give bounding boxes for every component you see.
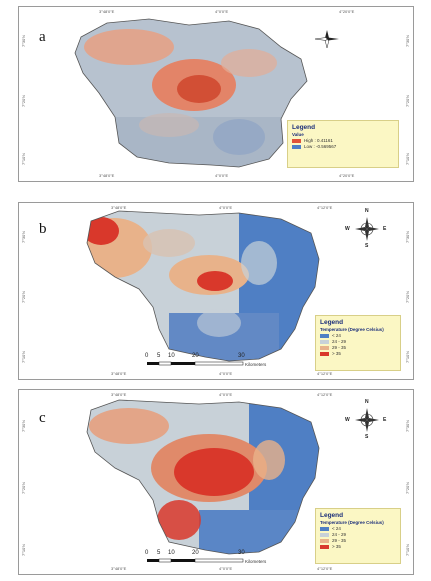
coord-top-b-2: 4°0'0"E (219, 205, 233, 210)
scale-tick-b-2: 10 (168, 353, 175, 359)
coord-top-c-1: 3°48'0"E (111, 392, 127, 397)
legend-label-high: High : 0.41161 (304, 138, 333, 143)
legend-label-b-3: 29 - 35 (332, 345, 347, 350)
legend-swatch-low (292, 144, 301, 149)
compass-e-c: E (383, 417, 387, 423)
legend-item-high: High : 0.41161 (292, 138, 394, 143)
legend-item-c-1: < 24 (320, 526, 396, 531)
legend-item-c-3: 29 - 35 (320, 538, 396, 543)
scale-bar-c (147, 558, 244, 563)
temperature-map-c (86, 399, 320, 555)
compass-n-b: N (365, 208, 369, 214)
scale-tick-c-4: 30 (238, 550, 245, 556)
map-panel-a: a 3°48'0"E 4°0'0"E 4°20'0"E 3°48'0"E 4°0… (18, 6, 414, 182)
panel-label-c: c (39, 410, 46, 426)
legend-label-b-1: < 24 (332, 333, 341, 338)
map-panel-c: c 3°48'0"E 4°0'0"E 4°12'0"E 3°48'0"E 4°0… (18, 389, 414, 575)
legend-label-c-1: < 24 (332, 526, 341, 531)
legend-label-b-4: > 35 (332, 351, 341, 356)
coord-bottom-a-2: 4°0'0"E (215, 173, 229, 178)
coord-top-b-3: 4°12'0"E (317, 205, 333, 210)
legend-label-c-4: > 35 (332, 544, 341, 549)
legend-title-a: Legend (292, 124, 316, 131)
coord-bottom-c-3: 4°12'0"E (317, 566, 333, 571)
legend-swatch-b-4 (320, 351, 329, 356)
temperature-map-b (86, 210, 320, 362)
index-map-a (74, 18, 308, 168)
coord-top-a-1: 3°48'0"E (99, 9, 115, 14)
legend-swatch-b-3 (320, 345, 329, 350)
legend-swatch-b-1 (320, 333, 329, 338)
north-arrow-icon (314, 30, 339, 49)
legend-title-b: Legend (320, 319, 344, 326)
legend-label-low: Low : -0.569567 (304, 144, 337, 149)
coord-top-a-3: 4°20'0"E (339, 9, 355, 14)
legend-item-b-4: > 35 (320, 351, 396, 356)
legend-item-b-2: 24 - 29 (320, 339, 396, 344)
compass-s-c: S (365, 434, 369, 440)
legend-b: Legend Temperature (Degree Celsius) < 24… (315, 315, 401, 371)
panel-label-a: a (39, 29, 46, 45)
scale-unit-b: Kilometers (245, 362, 267, 367)
scale-tick-b-1: 5 (157, 353, 161, 359)
coord-bottom-b-3: 4°12'0"E (317, 371, 333, 376)
legend-swatch-c-2 (320, 532, 329, 537)
coord-top-a-2: 4°0'0"E (215, 9, 229, 14)
legend-subtitle-a: Value (292, 132, 304, 137)
coord-bottom-c-1: 3°48'0"E (111, 566, 127, 571)
coord-bottom-b-2: 4°0'0"E (219, 371, 233, 376)
compass-n-c: N (365, 399, 369, 405)
legend-item-c-2: 24 - 29 (320, 532, 396, 537)
compass-s-b: S (365, 243, 369, 249)
scale-tick-b-3: 20 (192, 353, 199, 359)
scale-tick-c-0: 0 (145, 550, 149, 556)
legend-item-low: Low : -0.569567 (292, 144, 394, 149)
legend-c: Legend Temperature (Degree Celsius) < 24… (315, 508, 401, 564)
legend-swatch-high (292, 138, 301, 143)
compass-e-b: E (383, 226, 387, 232)
scale-tick-c-1: 5 (157, 550, 161, 556)
scale-unit-c: Kilometers (245, 559, 267, 564)
compass-rose-icon-b (355, 217, 379, 241)
legend-title-c: Legend (320, 512, 344, 519)
coord-top-c-2: 4°0'0"E (219, 392, 233, 397)
compass-w-b: W (345, 226, 350, 232)
legend-item-c-4: > 35 (320, 544, 396, 549)
coord-bottom-a-3: 4°20'0"E (339, 173, 355, 178)
legend-swatch-c-4 (320, 544, 329, 549)
scale-tick-b-4: 30 (238, 353, 245, 359)
compass-w-c: W (345, 417, 350, 423)
map-panel-b: b 3°48'0"E 4°0'0"E 4°12'0"E 3°48'0"E 4°0… (18, 202, 414, 380)
legend-item-b-1: < 24 (320, 333, 396, 338)
coord-bottom-b-1: 3°48'0"E (111, 371, 127, 376)
coord-top-b-1: 3°48'0"E (111, 205, 127, 210)
coord-bottom-c-2: 4°0'0"E (219, 566, 233, 571)
scale-tick-b-0: 0 (145, 353, 149, 359)
legend-a: Legend Value High : 0.41161 Low : -0.569… (287, 120, 399, 168)
legend-label-c-2: 24 - 29 (332, 532, 347, 537)
legend-label-b-2: 24 - 29 (332, 339, 347, 344)
coord-top-c-3: 4°12'0"E (317, 392, 333, 397)
scale-bar-b (147, 361, 244, 366)
legend-swatch-b-2 (320, 339, 329, 344)
legend-swatch-c-1 (320, 526, 329, 531)
legend-item-b-3: 29 - 35 (320, 345, 396, 350)
scale-tick-c-2: 10 (168, 550, 175, 556)
legend-label-c-3: 29 - 35 (332, 538, 347, 543)
compass-rose-icon-c (355, 408, 379, 432)
panel-label-b: b (39, 221, 47, 237)
legend-subtitle-c: Temperature (Degree Celsius) (320, 520, 384, 525)
legend-subtitle-b: Temperature (Degree Celsius) (320, 327, 384, 332)
legend-swatch-c-3 (320, 538, 329, 543)
scale-tick-c-3: 20 (192, 550, 199, 556)
coord-bottom-a-1: 3°48'0"E (99, 173, 115, 178)
